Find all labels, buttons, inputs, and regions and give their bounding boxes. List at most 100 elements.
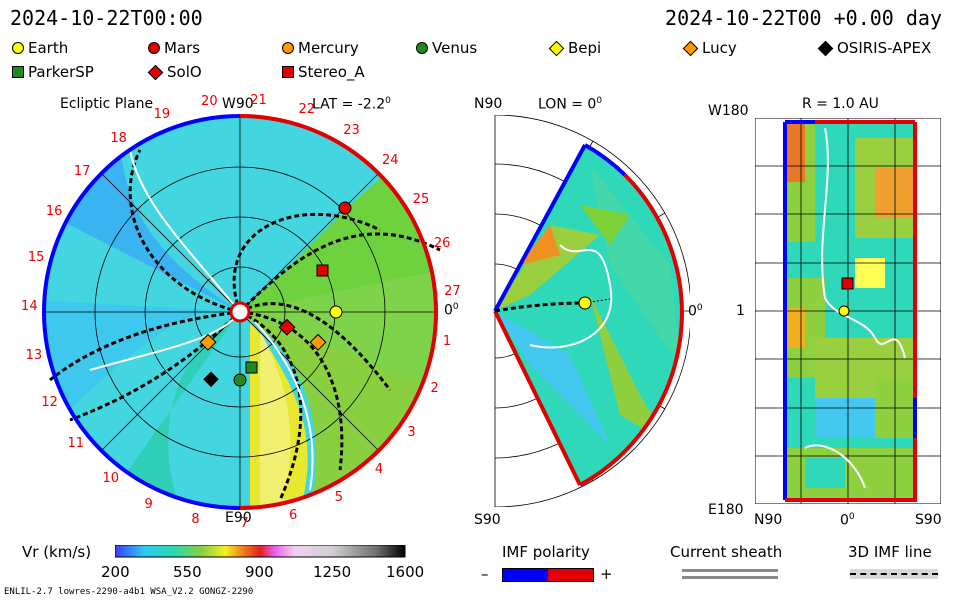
meridional-plane-plot: [493, 115, 690, 507]
stereo-a-marker-map: [841, 277, 854, 290]
sector-number-3: 3: [407, 424, 416, 440]
sector-number-7: 7: [240, 515, 249, 531]
current-sheath-lines: [89, 149, 314, 491]
imf-plus-label: +: [600, 565, 613, 583]
panel2-zero-label: 00: [688, 303, 703, 320]
sector-number-23: 23: [343, 122, 360, 138]
latlon-sheath-2: [804, 444, 866, 489]
mars-marker: [338, 201, 352, 215]
mars-icon: [148, 42, 160, 54]
sector-number-9: 9: [144, 496, 153, 512]
sector-number-10: 10: [102, 471, 120, 487]
imf-positive-swatch: [547, 568, 594, 582]
latlon-map-plot: [755, 118, 941, 504]
body-legend: Earth Mars Mercury Venus Bepi Lucy OSIRI…: [0, 38, 960, 86]
timestamp-right: 2024-10-22T00 +0.00 day: [665, 6, 942, 30]
colorbar-tick-200: 200: [101, 563, 130, 581]
sector-number-22: 22: [298, 102, 316, 118]
stereo-a-icon: [282, 66, 294, 78]
sector-number-16: 16: [45, 204, 63, 220]
legend-solo: SolO: [147, 63, 202, 81]
osiris-apex-marker: [203, 371, 219, 388]
imf-polarity-ring-negative: [42, 114, 241, 510]
meridional-sheath: [529, 244, 613, 349]
sun-icon: [229, 301, 251, 323]
sector-number-25: 25: [412, 191, 430, 207]
osiris-apex-icon: [817, 40, 834, 56]
sector-number-27: 27: [444, 284, 461, 300]
sector-number-19: 19: [153, 107, 171, 123]
lucy-marker: [309, 333, 327, 351]
ecliptic-plane-label: Ecliptic Plane: [60, 96, 154, 112]
legend-stereo-a: Stereo_A: [282, 63, 365, 81]
model-info: ENLIL-2.7 lowres-2290-a4b1 WSA_V2.2 GONG…: [4, 587, 254, 597]
legend-osiris-apex: OSIRIS-APEX: [817, 39, 931, 57]
sector-number-24: 24: [382, 153, 399, 169]
sector-number-15: 15: [27, 250, 45, 266]
s90-label: S90: [474, 512, 501, 528]
legend-mercury: Mercury: [282, 39, 359, 57]
meridional-arc-red: [579, 173, 684, 487]
sector-number-21: 21: [250, 92, 267, 108]
sector-number-17: 17: [73, 163, 91, 179]
sector-number-14: 14: [21, 299, 38, 315]
sector-number-8: 8: [191, 511, 200, 527]
earth-icon: [12, 42, 24, 54]
legend-lucy: Lucy: [682, 39, 737, 57]
mercury-icon: [282, 42, 294, 54]
colorbar-tick-900: 900: [245, 563, 274, 581]
w90-label: W90: [222, 96, 254, 112]
venus-icon: [416, 42, 428, 54]
radius-label: R = 1.0 AU: [802, 96, 879, 112]
imf-minus-label: –: [481, 565, 489, 583]
sector-number-1: 1: [442, 333, 452, 349]
sector-number-5: 5: [334, 490, 343, 505]
sector-number-6: 6: [289, 508, 298, 524]
lucy-icon: [682, 40, 699, 56]
legend-bepi: Bepi: [548, 39, 601, 57]
sector-number-2: 2: [430, 381, 439, 397]
legend-earth: Earth: [12, 39, 68, 57]
bepi-lucy-marker: [199, 333, 217, 351]
imf-negative-swatch: [502, 568, 548, 582]
earth-marker: [329, 305, 343, 319]
n90-label: N90: [474, 96, 503, 112]
ecliptic-plane-plot: [42, 114, 441, 510]
current-sheath-label: Current sheath: [670, 543, 783, 561]
legend-mars: Mars: [148, 39, 200, 57]
panel3-mid-label: 1: [736, 303, 745, 319]
latlon-bottom-red: [785, 438, 917, 502]
w180-label: W180: [708, 103, 749, 119]
sector-number-20: 20: [201, 94, 218, 110]
panel3-zero-label: 00: [840, 512, 855, 529]
solo-icon: [147, 64, 164, 80]
imf-3d-swatch-line: [850, 573, 938, 575]
earth-marker-map: [838, 305, 850, 317]
stereo-a-marker: [316, 264, 329, 277]
imf-polarity-ring-positive: [239, 114, 438, 510]
sector-number-26: 26: [433, 236, 451, 252]
bepi-icon: [548, 40, 565, 56]
meridional-imf-line: [494, 301, 586, 313]
panel3-s90-label: S90: [915, 512, 942, 528]
panel1-zero-label: 00: [444, 302, 459, 319]
panel3-n90-label: N90: [754, 512, 783, 528]
sector-number-11: 11: [67, 436, 85, 452]
parkersp-marker: [245, 361, 258, 374]
colorbar-label: Vr (km/s): [22, 543, 92, 561]
current-sheath-swatch-1: [682, 569, 778, 572]
sector-number-12: 12: [41, 394, 58, 410]
solo-marker: [278, 318, 296, 336]
meridional-boundary-north: [493, 144, 587, 312]
imf-3d-label: 3D IMF line: [848, 543, 932, 561]
earth-marker-meridional: [578, 296, 592, 310]
imf-polarity-label: IMF polarity: [502, 543, 590, 561]
colorbar-tick-550: 550: [173, 563, 202, 581]
current-sheath-swatch-2: [682, 576, 778, 579]
sector-number-13: 13: [25, 348, 43, 364]
legend-venus: Venus: [416, 39, 477, 57]
venus-marker: [233, 373, 247, 387]
lat-label: LAT = -2.20: [312, 96, 391, 113]
meridional-boundary-south: [493, 310, 582, 486]
lon-label: LON = 00: [538, 96, 603, 113]
